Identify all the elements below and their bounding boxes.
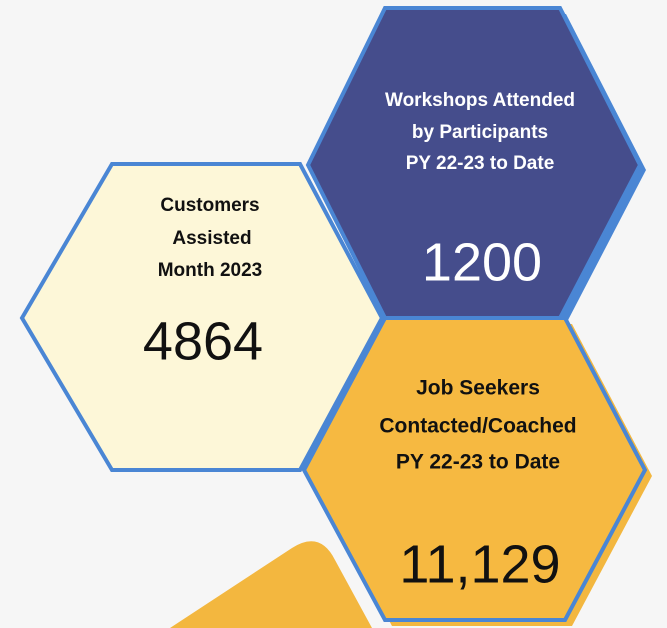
label-line: Contacted/Coached [379, 415, 576, 438]
label-line: by Participants [412, 122, 548, 143]
label-line: PY 22-23 to Date [406, 153, 555, 174]
hexagon-customers [19, 162, 385, 472]
value: 1200 [422, 232, 542, 292]
label-line: Assisted [172, 228, 251, 249]
label-line: Workshops Attended [385, 90, 575, 111]
decor-shape [170, 541, 372, 628]
value: 4864 [143, 311, 263, 371]
label-line: PY 22-23 to Date [396, 451, 560, 474]
label-line: Month 2023 [158, 260, 263, 281]
label-line: Customers [160, 195, 259, 216]
label-line: Job Seekers [416, 377, 540, 400]
value: 11,129 [399, 534, 560, 594]
hexagon-job-seekers [301, 316, 648, 622]
